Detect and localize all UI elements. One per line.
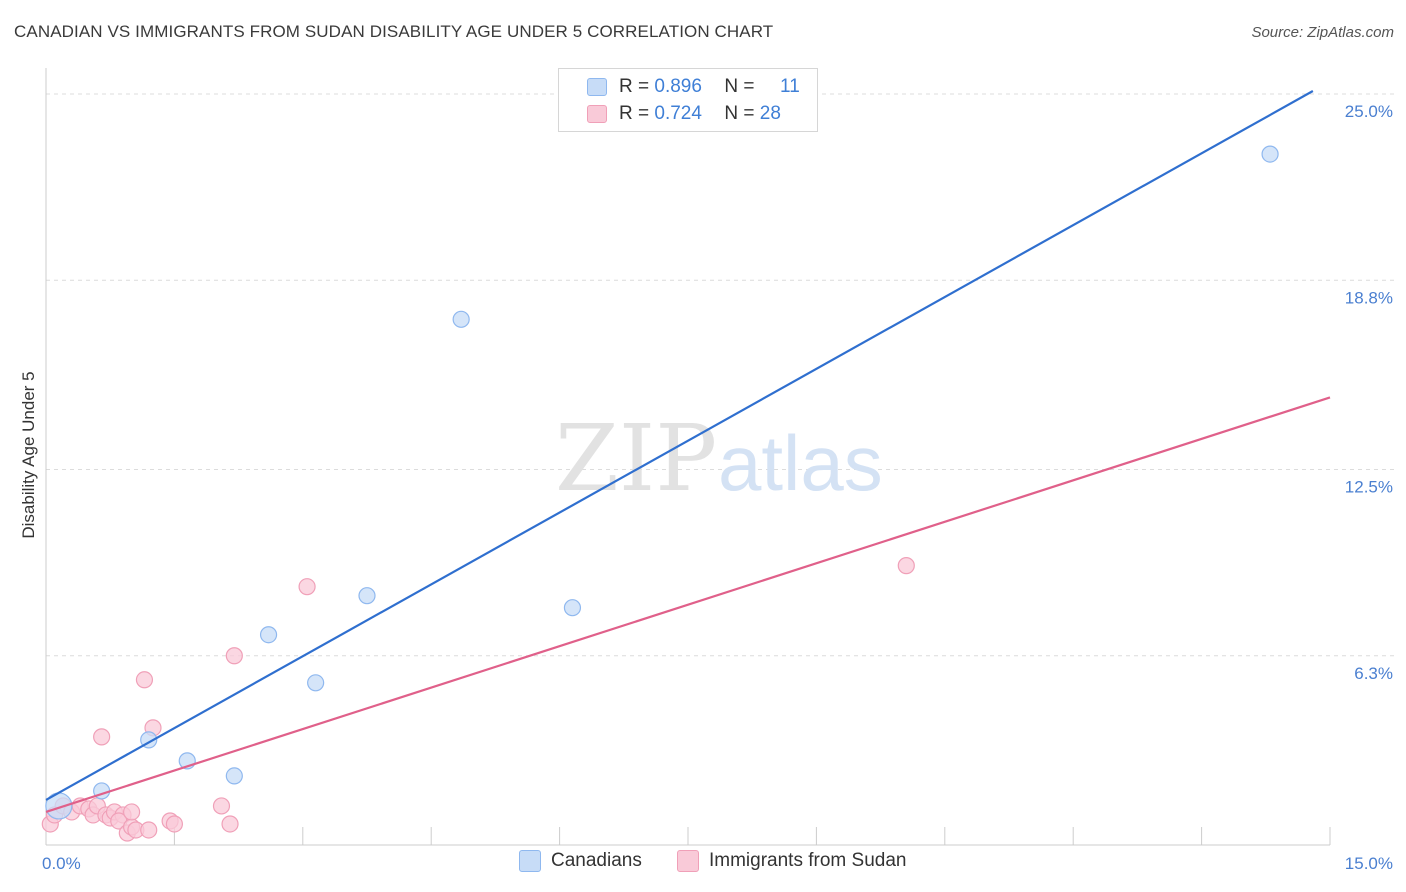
point-canadians — [358, 587, 376, 605]
trend-lines — [45, 90, 1331, 814]
point-sudan — [135, 671, 154, 689]
legend-r-label: R = — [619, 76, 650, 97]
point-sudan — [123, 803, 141, 821]
source-label: Source: ZipAtlas.com — [1251, 24, 1394, 41]
legend-n-label: N = — [724, 103, 755, 124]
axis-labels: 6.3% 12.5% 18.8% 25.0% 0.0% 15.0% — [42, 102, 1393, 873]
bottom-legend-label-canadians: Canadians — [551, 850, 642, 871]
legend-r-label: R = — [619, 103, 650, 124]
bottom-swatch-sudan — [677, 850, 699, 872]
y-tick-label: 12.5% — [1345, 478, 1393, 497]
point-sudan — [221, 815, 239, 833]
point-canadians — [563, 599, 582, 617]
trend-line-sudan — [45, 396, 1331, 814]
grid-lines — [46, 93, 1394, 657]
point-canadians — [225, 767, 243, 785]
legend-row-canadians: R = 0.896 N = 11 — [587, 75, 800, 99]
legend-n-value: 28 — [759, 103, 781, 124]
point-sudan — [165, 815, 183, 833]
axes — [45, 68, 1331, 846]
watermark-zip: ZIP — [555, 405, 717, 512]
point-canadians — [1261, 145, 1279, 163]
legend-r-value: 0.896 — [654, 76, 702, 97]
watermark: ZIP atlas — [555, 405, 883, 512]
data-points — [41, 145, 1279, 842]
correlation-legend: R = 0.896 N = 11 R = 0.724 N = 28 — [558, 68, 818, 132]
point-sudan — [897, 557, 915, 575]
bottom-legend-sudan: Immigrants from Sudan — [677, 850, 906, 872]
point-canadians — [259, 626, 278, 644]
y-tick-label: 18.8% — [1345, 288, 1393, 307]
legend-n-value: 11 — [780, 76, 800, 97]
point-canadians — [307, 674, 325, 692]
trend-line-canadians — [45, 90, 1314, 801]
legend-swatch-sudan — [587, 105, 607, 123]
bottom-swatch-canadians — [519, 850, 541, 872]
bottom-legend-label-sudan: Immigrants from Sudan — [709, 850, 907, 871]
point-sudan — [212, 797, 231, 815]
y-tick-label: 6.3% — [1354, 664, 1393, 683]
legend-swatch-canadians — [587, 78, 607, 96]
point-sudan — [298, 578, 316, 596]
watermark-atlas: atlas — [718, 419, 883, 507]
point-canadians — [452, 310, 470, 328]
x-tick-label: 0.0% — [42, 854, 81, 873]
chart-title: CANADIAN VS IMMIGRANTS FROM SUDAN DISABI… — [14, 22, 774, 41]
bottom-legend-canadians: Canadians — [519, 850, 642, 872]
legend-n-label: N = — [724, 76, 755, 97]
x-tick-label: 15.0% — [1345, 854, 1393, 873]
point-sudan — [140, 821, 158, 839]
legend-r-value: 0.724 — [654, 103, 702, 124]
y-axis-label: Disability Age Under 5 — [19, 371, 38, 538]
point-sudan — [225, 647, 243, 665]
legend-row-sudan: R = 0.724 N = 28 — [587, 102, 800, 126]
y-tick-label: 25.0% — [1345, 102, 1393, 121]
point-sudan — [93, 728, 111, 746]
